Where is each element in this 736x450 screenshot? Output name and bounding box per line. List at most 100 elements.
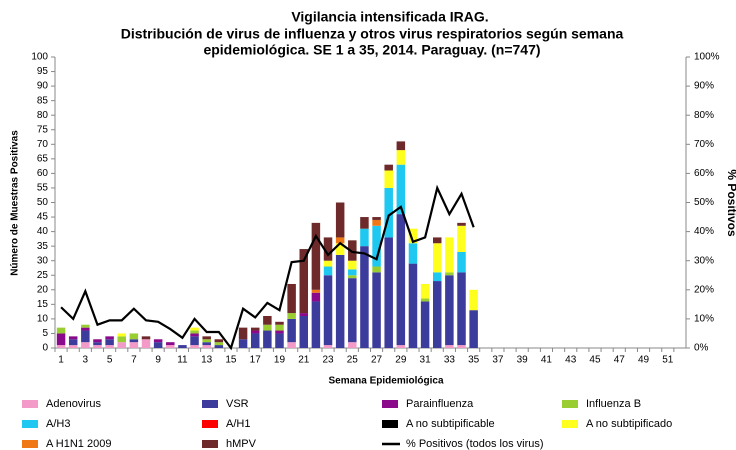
- bar-segment: [360, 228, 369, 247]
- x-tick-label: 51: [662, 355, 674, 366]
- legend-swatch: [22, 400, 38, 408]
- x-tick-label: 1: [58, 355, 64, 366]
- x-tick-label: 35: [468, 355, 480, 366]
- legend-label: % Positivos (todos los virus): [406, 438, 544, 450]
- y-tick-label: 0: [42, 343, 48, 354]
- y-tick-label: 5: [42, 328, 48, 339]
- bar-segment: [432, 272, 442, 282]
- bar-segment: [263, 324, 272, 331]
- y-tick-label: 55: [37, 183, 49, 194]
- bar-segment: [348, 275, 357, 279]
- legend-swatch: [382, 420, 398, 428]
- bar-segment: [166, 345, 175, 348]
- bar-segment: [384, 187, 393, 238]
- legend-label: Influenza B: [586, 398, 641, 410]
- y-tick-label: 85: [37, 95, 49, 106]
- x-tick-label: 11: [177, 355, 188, 366]
- legend-swatch: [202, 400, 218, 408]
- bar-segment: [299, 313, 309, 316]
- x-tick-label: 9: [155, 355, 161, 366]
- y-tick-label: 75: [37, 124, 49, 135]
- x-tick-label: 5: [107, 355, 113, 366]
- bar-segment: [372, 225, 381, 267]
- bar-segment: [311, 222, 321, 290]
- bar-segment: [445, 275, 454, 346]
- bar-segment: [190, 333, 199, 337]
- bar-segment: [348, 278, 357, 343]
- y-tick-label: 30: [37, 255, 49, 266]
- bar-segment: [445, 272, 454, 276]
- x-tick-label: 45: [589, 355, 601, 366]
- bar-segment: [117, 333, 126, 337]
- y-tick-label: 90: [37, 81, 49, 92]
- y-tick-label: 100: [31, 52, 48, 63]
- bar-segment: [275, 321, 284, 325]
- y-tick-label: 65: [37, 153, 49, 164]
- y2-tick-label: 10%: [694, 314, 714, 325]
- y2-tick-label: 80%: [694, 110, 714, 121]
- chart-title: Distribución de virus de influenza y otr…: [121, 26, 624, 42]
- line: [60, 184, 475, 351]
- bar-segment: [275, 330, 284, 334]
- bar-segment: [420, 283, 430, 299]
- bar-segment: [457, 251, 466, 273]
- y-axis-title: Número de Muestras Positivas: [10, 130, 21, 276]
- y2-tick-label: 20%: [694, 284, 714, 295]
- x-tick-label: 43: [565, 355, 577, 366]
- bar-segment: [238, 339, 248, 348]
- x-tick-label: 17: [250, 355, 262, 366]
- bar-segment: [238, 327, 248, 340]
- y-tick-label: 20: [37, 284, 49, 295]
- bar-segment: [56, 327, 66, 334]
- bar-segment: [457, 345, 466, 348]
- bar-segment: [432, 243, 442, 273]
- bar-segment: [396, 164, 406, 215]
- legend-swatch: [22, 420, 38, 428]
- y2-tick-label: 70%: [694, 139, 714, 150]
- bar-segment: [68, 336, 78, 340]
- x-tick-label: 37: [492, 355, 504, 366]
- bar-segment: [105, 336, 114, 340]
- bar-segment: [311, 292, 321, 302]
- bar-segment: [250, 330, 260, 334]
- x-tick-label: 47: [614, 355, 626, 366]
- bar-segment: [445, 345, 454, 348]
- bar-segment: [372, 272, 381, 348]
- legend-label: A/H1: [226, 418, 250, 430]
- bar-segment: [372, 217, 381, 220]
- bar-segment: [323, 260, 333, 267]
- bar-segment: [323, 275, 333, 346]
- x-tick-label: 39: [517, 355, 529, 366]
- bar-segment: [457, 225, 466, 252]
- bar-segment: [348, 260, 357, 270]
- y-tick-label: 45: [37, 212, 49, 223]
- y2-tick-label: 90%: [694, 81, 714, 92]
- bar-segment: [408, 243, 418, 264]
- bar-segment: [166, 342, 175, 346]
- y-tick-label: 25: [37, 270, 49, 281]
- x-tick-label: 49: [638, 355, 650, 366]
- y2-tick-label: 40%: [694, 226, 714, 237]
- x-tick-label: 13: [201, 355, 213, 366]
- x-axis-title: Semana Epidemiológica: [328, 376, 443, 387]
- bar-segment: [348, 269, 357, 276]
- bar-segment: [348, 342, 357, 348]
- bar-segment: [469, 310, 478, 348]
- bar-segment: [323, 266, 333, 276]
- bar-segment: [372, 266, 381, 273]
- bar-segment: [323, 345, 333, 348]
- bar-segment: [263, 315, 272, 325]
- bar-segment: [190, 345, 199, 348]
- bar-segment: [372, 219, 381, 226]
- bar-segment: [457, 222, 466, 226]
- bar-segment: [287, 342, 296, 348]
- bar-segment: [56, 345, 66, 348]
- bar-segment: [81, 324, 90, 328]
- bar-segment: [311, 289, 321, 293]
- bar-segment: [348, 240, 357, 261]
- y2-tick-label: 30%: [694, 255, 714, 266]
- legend-swatch: [562, 400, 578, 408]
- bar-segment: [81, 330, 90, 343]
- y2-tick-label: 100%: [694, 52, 720, 63]
